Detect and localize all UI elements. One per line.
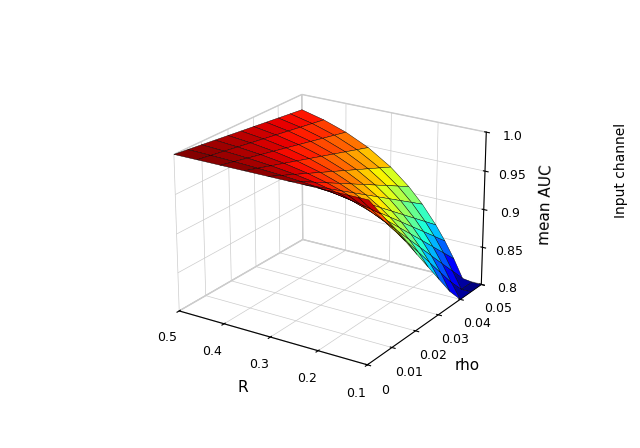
Y-axis label: rho: rho bbox=[454, 358, 480, 373]
Text: Input channel: Input channel bbox=[614, 123, 628, 218]
X-axis label: R: R bbox=[238, 380, 248, 395]
